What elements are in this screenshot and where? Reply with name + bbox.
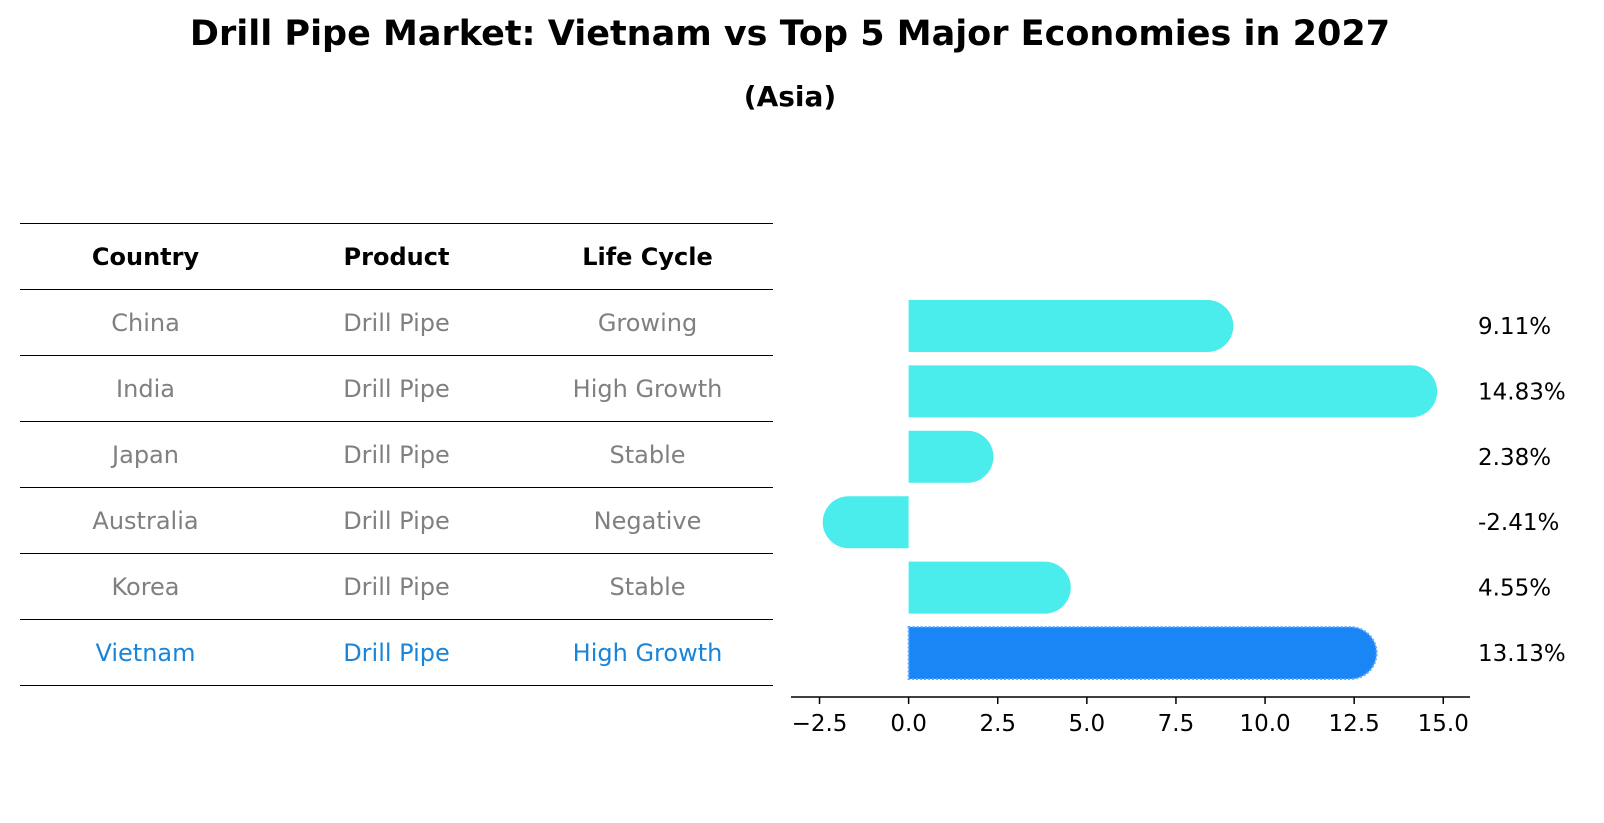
cell-product: Drill Pipe: [343, 374, 450, 403]
x-tick-label: 2.5: [979, 711, 1016, 737]
cell-life-cycle: High Growth: [572, 638, 723, 667]
cell-life-cycle: Stable: [609, 572, 686, 601]
cell-country: Korea: [111, 572, 180, 601]
table-row-highlighted: Vietnam Drill Pipe High Growth: [20, 620, 773, 686]
bar-value-label: 2.38%: [1478, 445, 1551, 471]
table-row: Japan Drill Pipe Stable: [20, 422, 773, 488]
table-row: Korea Drill Pipe Stable: [20, 554, 773, 620]
bar-value-label: -2.41%: [1478, 510, 1559, 536]
cell-life-cycle: Growing: [597, 308, 698, 337]
table-row: India Drill Pipe High Growth: [20, 356, 773, 422]
cell-life-cycle: Negative: [593, 506, 702, 535]
chart-subtitle: (Asia): [743, 80, 837, 113]
bar-value-label: 4.55%: [1478, 576, 1551, 602]
cell-product: Drill Pipe: [343, 572, 450, 601]
x-tick-label: 12.5: [1329, 711, 1380, 737]
header-life-cycle: Life Cycle: [582, 242, 713, 271]
cell-country: India: [116, 374, 175, 403]
x-tick-label: 7.5: [1158, 711, 1195, 737]
cell-country: China: [111, 308, 180, 337]
cell-product: Drill Pipe: [343, 638, 450, 667]
bar-value-label: 9.11%: [1478, 314, 1551, 340]
data-table: Country Product Life Cycle China Drill P…: [20, 223, 773, 686]
cell-country: Japan: [112, 440, 179, 469]
table-row: China Drill Pipe Growing: [20, 290, 773, 356]
bar-value-label: 13.13%: [1478, 641, 1566, 667]
x-tick-label: 15.0: [1418, 711, 1469, 737]
cell-product: Drill Pipe: [343, 506, 450, 535]
table-header-row: Country Product Life Cycle: [20, 224, 773, 290]
cell-country: Australia: [92, 506, 199, 535]
bar: [908, 300, 1234, 352]
x-tick-label: 10.0: [1239, 711, 1290, 737]
cell-life-cycle: Stable: [609, 440, 686, 469]
bar: [908, 561, 1071, 614]
x-tick-label: 5.0: [1069, 711, 1106, 737]
cell-product: Drill Pipe: [343, 308, 450, 337]
x-tick-label: 0.0: [890, 711, 927, 737]
cell-product: Drill Pipe: [343, 440, 450, 469]
chart-title: Drill Pipe Market: Vietnam vs Top 5 Majo…: [189, 14, 1391, 54]
bar: [908, 365, 1438, 418]
cell-life-cycle: High Growth: [572, 374, 723, 403]
bar-highlighted: [907, 626, 1378, 680]
table-row: Australia Drill Pipe Negative: [20, 488, 773, 554]
header-country: Country: [91, 242, 200, 271]
bar: [908, 430, 994, 483]
header-product: Product: [343, 242, 450, 271]
bar: [822, 496, 909, 549]
bar-value-label: 14.83%: [1478, 379, 1566, 405]
cell-country: Vietnam: [95, 638, 196, 667]
x-tick-label: −2.5: [792, 711, 848, 737]
